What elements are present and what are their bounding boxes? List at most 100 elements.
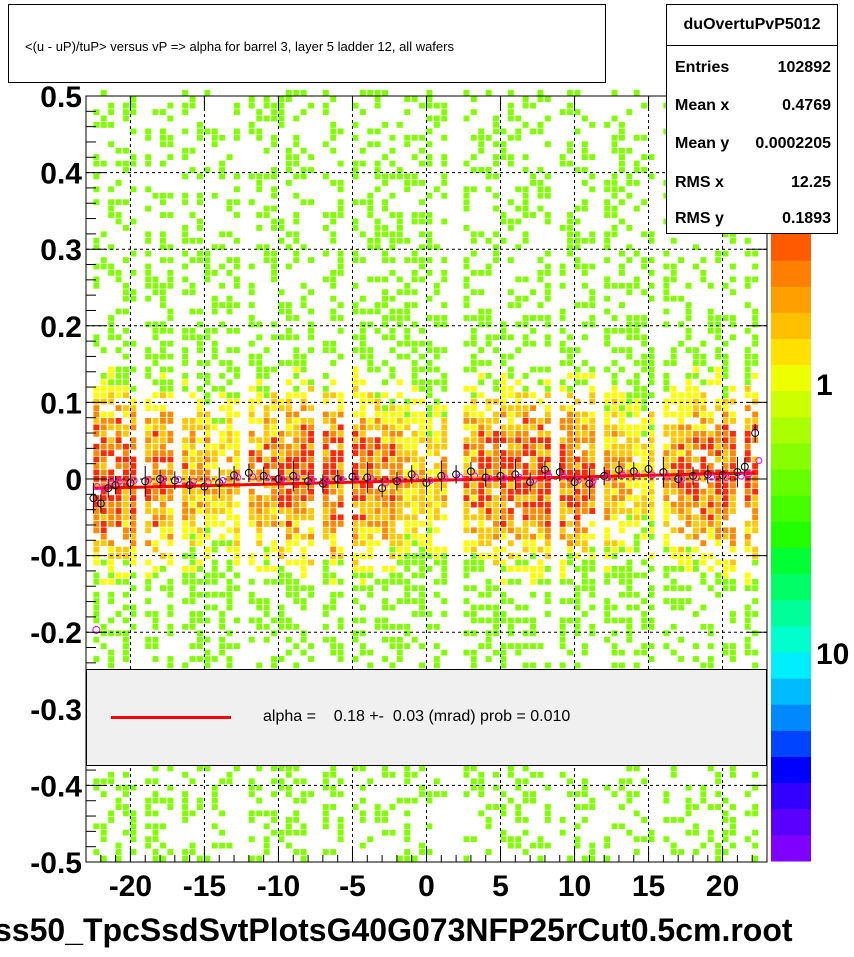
y-tick-label: 0.4	[40, 158, 82, 191]
stats-row-mean-x: Mean x 0.4769	[675, 91, 831, 121]
profile-point	[629, 467, 638, 476]
profile-point	[274, 475, 283, 483]
profile-point	[392, 477, 401, 486]
stats-name: duOvertuPvP5012	[667, 5, 837, 46]
stats-row-rms-y: RMS y 0.1893	[675, 204, 831, 234]
profile-point	[363, 473, 372, 482]
profile-point	[733, 468, 742, 477]
profile-point-alt	[707, 473, 715, 481]
y-tick-label: 0.1	[40, 387, 82, 420]
stats-label: Entries	[675, 59, 730, 76]
profile-point-alt	[219, 477, 227, 485]
profile-point	[111, 481, 120, 490]
profile-point-alt	[175, 476, 183, 484]
colorbar-swatch	[771, 782, 811, 810]
profile-point	[215, 478, 224, 487]
profile-point-alt	[559, 472, 567, 480]
colorbar-swatch	[771, 730, 811, 757]
profile-point-alt	[263, 474, 271, 482]
colorbar-swatch	[771, 573, 811, 601]
profile-point-alt	[323, 477, 331, 485]
profile-point-alt	[530, 476, 538, 484]
profile-point-alt	[249, 473, 257, 481]
x-tick-label: -15	[183, 870, 226, 903]
profile-point-alt	[93, 483, 101, 491]
colorbar-swatch	[771, 286, 811, 313]
profile-point-alt	[101, 485, 109, 493]
profile-point-alt	[441, 474, 449, 482]
x-tick-label: -5	[339, 870, 366, 903]
profile-point	[540, 465, 549, 474]
profile-point-alt	[648, 471, 656, 479]
profile-point-alt	[574, 476, 582, 484]
profile-point	[96, 499, 105, 508]
colorbar: 0110	[771, 114, 849, 862]
stats-row-rms-x: RMS x 12.25	[675, 168, 831, 198]
title-box: <(u - uP)/tuP> versus vP => alpha for ba…	[8, 4, 606, 83]
colorbar-swatch	[771, 312, 811, 339]
colorbar-swatch	[771, 704, 811, 731]
profile-point	[304, 477, 313, 486]
profile-point-alt	[604, 474, 612, 482]
profile-point-alt	[145, 476, 153, 484]
profile-point-alt	[278, 475, 286, 483]
profile-point-alt	[619, 471, 627, 479]
x-tick-label: 20	[706, 870, 739, 903]
profile-point-alt	[293, 474, 301, 482]
y-tick-label: -0.3	[30, 694, 82, 727]
profile-point	[740, 462, 749, 471]
stats-row-mean-y: Mean y 0.0002205	[675, 129, 831, 159]
profile-point	[674, 475, 683, 483]
axes: -20 -15 -10 -5 0 5 10 15 20 -0.5 -0.4 -0.3 -0.2 -0.1 0…	[30, 81, 768, 903]
profile-point	[289, 471, 298, 480]
stats-row-entries: Entries 102892	[675, 53, 831, 83]
profile-point-alt	[515, 473, 523, 481]
x-tick-label: 5	[492, 870, 509, 903]
profile-point-alt	[115, 477, 123, 485]
profile-point	[348, 472, 357, 481]
profile-point	[555, 468, 564, 477]
profile-point-alt	[545, 471, 553, 479]
profile-point-alt	[471, 472, 479, 480]
colorbar-swatch	[771, 652, 811, 679]
fit-legend-box: alpha = 0.18 +- 0.03 (mrad) prob = 0.010	[86, 669, 767, 766]
profile-point	[688, 471, 697, 480]
y-tick-label: 0.2	[40, 311, 82, 344]
colorbar-swatch	[771, 625, 811, 653]
colorbar-swatch	[771, 599, 811, 627]
profile-point-alt	[337, 475, 345, 483]
colorbar-swatch	[771, 808, 811, 836]
colorbar-swatch	[771, 390, 811, 418]
profile-point-alt	[397, 476, 405, 484]
profile-point-alt	[204, 478, 212, 486]
profile-point	[466, 467, 475, 476]
profile-point-alt	[589, 477, 597, 485]
profile-point	[437, 471, 446, 480]
colorbar-swatch	[771, 234, 811, 261]
profile-point-alt	[411, 473, 419, 481]
x-tick-label: 0	[418, 870, 435, 903]
profile-point	[644, 465, 653, 474]
profile-point-alt	[744, 470, 752, 478]
fit-line	[93, 471, 756, 490]
colorbar-swatch	[771, 495, 811, 522]
profile-point	[526, 478, 535, 487]
colorbar-swatch	[771, 443, 811, 470]
profile-point-alt	[352, 474, 360, 482]
stats-label: Mean y	[675, 135, 730, 152]
profile-point-alt	[426, 477, 434, 485]
profile-point	[156, 475, 165, 483]
profile-point	[104, 484, 113, 493]
profile-point-alt	[500, 474, 508, 482]
profile-point	[659, 468, 668, 477]
profile-point	[333, 475, 342, 483]
profile-point	[200, 482, 209, 491]
stats-label: RMS x	[675, 174, 724, 191]
profile-point	[570, 478, 579, 487]
stats-value: 0.0002205	[755, 135, 831, 152]
profile-point-alt	[234, 473, 242, 481]
profile-point-alt	[633, 472, 641, 480]
stats-label: RMS y	[675, 210, 724, 227]
x-tick-label: -10	[257, 870, 300, 903]
